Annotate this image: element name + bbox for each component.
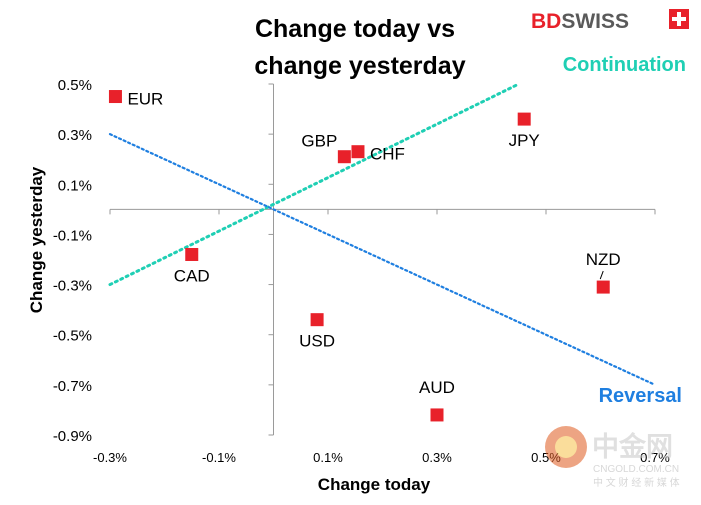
y-tick-label: -0.9%	[53, 428, 92, 445]
watermark-main-text: 中金网	[592, 431, 673, 462]
point-label-jpy: JPY	[509, 131, 540, 150]
point-aud: AUD	[419, 378, 455, 422]
y-tick-label: -0.1%	[53, 227, 92, 244]
point-marker-nzd	[596, 280, 610, 294]
point-marker-jpy	[517, 112, 531, 126]
point-label-aud: AUD	[419, 378, 455, 397]
point-chf: CHF	[351, 145, 405, 164]
y-tick-label: 0.5%	[58, 77, 92, 94]
y-tick-label: 0.1%	[58, 177, 92, 194]
point-nzd: NZD	[586, 250, 621, 294]
y-tick-label: -0.5%	[53, 328, 92, 345]
trend-lines	[108, 82, 657, 386]
watermark-sub-text: 中 文 财 经 新 媒 体	[593, 476, 680, 489]
brand-swiss-text: SWISS	[561, 10, 629, 33]
bdswiss-logo: BDSWISS	[531, 9, 689, 33]
point-label-eur: EUR	[127, 90, 163, 109]
point-jpy: JPY	[509, 112, 540, 150]
point-marker-chf	[351, 145, 365, 159]
point-marker-eur	[108, 90, 122, 104]
chart-title-line-2: change yesterday	[254, 52, 465, 80]
chart-title-line-1: Change today vs	[255, 15, 455, 43]
axes: -0.3% -0.1% 0.1% 0.3% 0.5% 0.7%0.5%0.3%0.1%-0…	[53, 77, 670, 465]
x-tick-label: -0.1%	[202, 450, 236, 465]
point-gbp: GBP	[301, 132, 351, 164]
point-leader-nzd	[599, 270, 604, 280]
point-label-chf: CHF	[370, 145, 405, 164]
x-tick-label: -0.3%	[93, 450, 127, 465]
point-cad: CAD	[174, 247, 210, 285]
x-tick-label: 0.7%	[640, 450, 670, 465]
point-label-gbp: GBP	[301, 132, 337, 151]
y-tick-label: -0.7%	[53, 378, 92, 395]
chart-title: Change today vs change yesterday	[254, 15, 465, 80]
brand-bd-text: BD	[531, 10, 561, 33]
x-tick-label: 0.3%	[422, 450, 452, 465]
data-points: EUR GBP CHF JPY CAD NZD USD AUD	[108, 90, 621, 422]
point-marker-cad	[185, 247, 199, 261]
x-axis-title: Change today	[318, 475, 431, 494]
y-tick-label: 0.3%	[58, 127, 92, 144]
x-tick-label: 0.1%	[313, 450, 343, 465]
continuation-trend-line	[108, 82, 521, 287]
point-marker-gbp	[337, 150, 351, 164]
svg-text:BDSWISS: BDSWISS	[531, 10, 629, 33]
point-label-nzd: NZD	[586, 250, 621, 269]
reversal-trend-line	[108, 133, 657, 386]
point-label-usd: USD	[299, 332, 335, 351]
y-tick-label: -0.3%	[53, 278, 92, 295]
point-marker-aud	[430, 408, 444, 422]
watermark-url-text: CNGOLD.COM.CN	[593, 464, 679, 475]
reversal-label: Reversal	[599, 385, 682, 407]
continuation-label: Continuation	[563, 54, 686, 76]
point-eur: EUR	[108, 90, 163, 109]
point-usd: USD	[299, 313, 335, 351]
cngold-watermark: 中金网 CNGOLD.COM.CN 中 文 财 经 新 媒 体	[545, 426, 680, 489]
point-marker-usd	[310, 313, 324, 327]
point-label-cad: CAD	[174, 266, 210, 285]
y-axis-title: Change yesterday	[27, 166, 46, 313]
